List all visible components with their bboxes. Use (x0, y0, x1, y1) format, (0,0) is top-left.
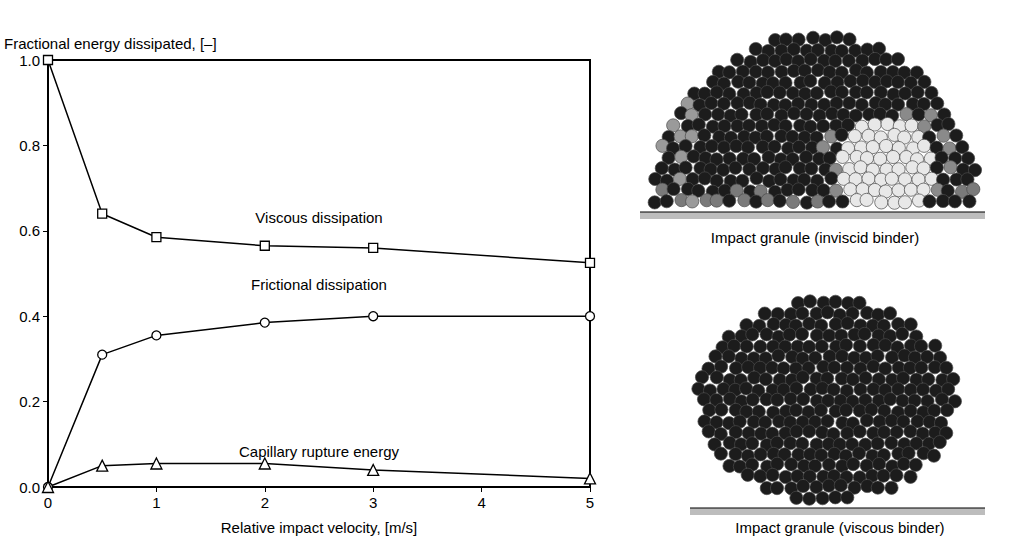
svg-text:Impact granule (inviscid binde: Impact granule (inviscid binder) (711, 229, 919, 246)
svg-text:Relative impact velocity, [m/s: Relative impact velocity, [m/s] (221, 519, 417, 536)
svg-text:0.0: 0.0 (19, 479, 40, 496)
svg-text:1: 1 (152, 494, 160, 511)
svg-text:5: 5 (586, 494, 594, 511)
svg-text:Fractional energy dissipated,: Fractional energy dissipated, [–] (4, 35, 217, 52)
svg-text:0.6: 0.6 (19, 222, 40, 239)
svg-text:Capillary rupture energy: Capillary rupture energy (239, 443, 400, 460)
svg-text:Impact granule (viscous binder: Impact granule (viscous binder) (735, 519, 944, 536)
svg-text:0: 0 (44, 494, 52, 511)
svg-text:Viscous dissipation: Viscous dissipation (255, 209, 382, 226)
svg-text:0.4: 0.4 (19, 308, 40, 325)
svg-text:3: 3 (369, 494, 377, 511)
svg-text:Frictional dissipation: Frictional dissipation (251, 276, 387, 293)
svg-text:0.8: 0.8 (19, 137, 40, 154)
svg-text:4: 4 (477, 494, 485, 511)
svg-text:1.0: 1.0 (19, 52, 40, 69)
svg-text:2: 2 (261, 494, 269, 511)
svg-text:0.2: 0.2 (19, 393, 40, 410)
